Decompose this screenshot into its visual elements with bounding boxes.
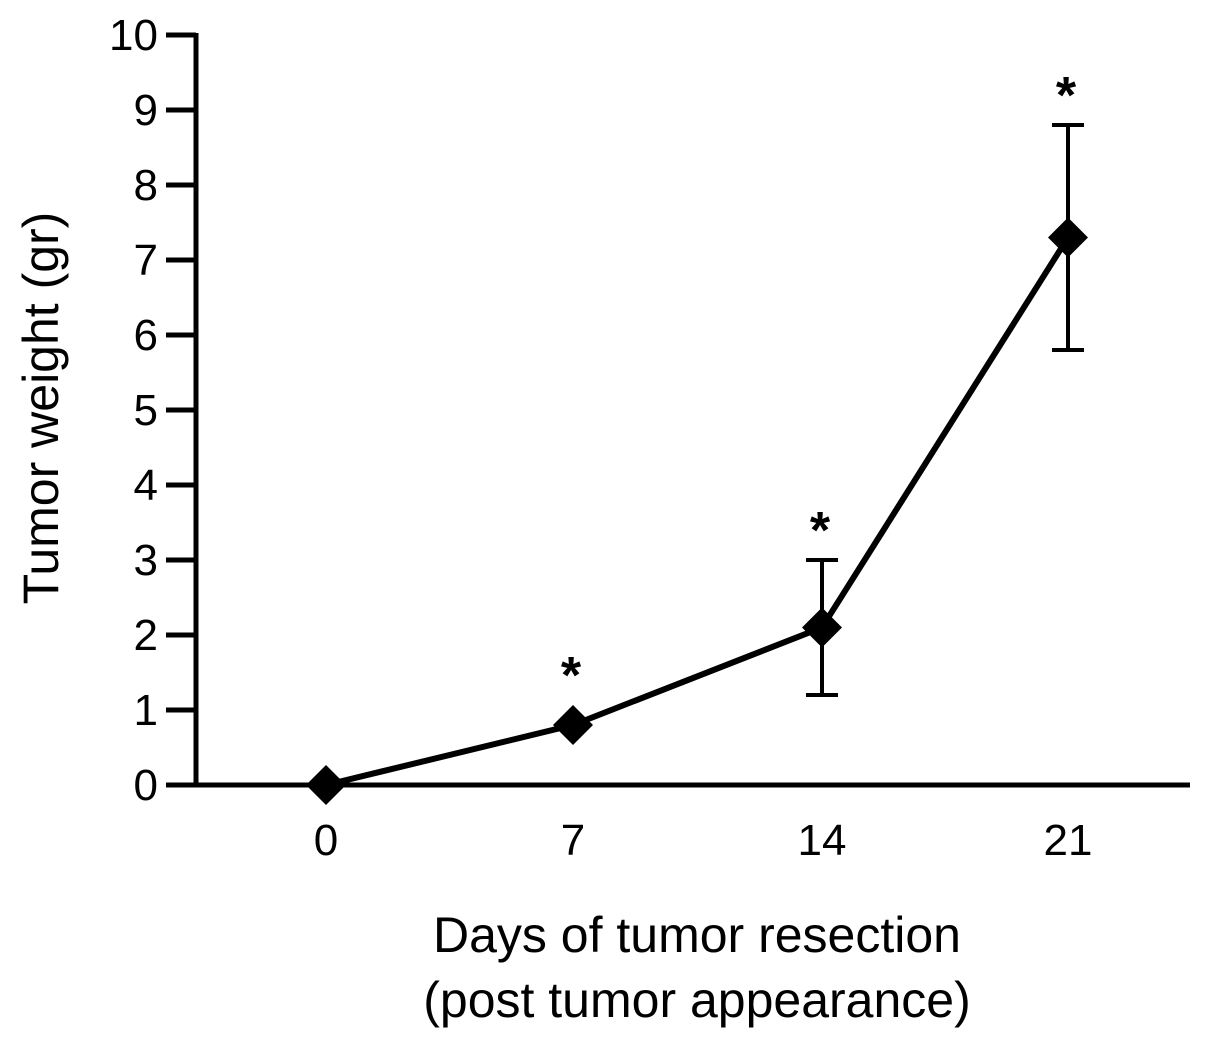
x-tick-label: 0 — [314, 816, 338, 865]
y-tick-label: 5 — [134, 386, 158, 435]
series-line — [325, 235, 1071, 788]
x-tick-label: 21 — [1044, 816, 1093, 865]
axes — [166, 33, 1190, 788]
y-tick-label: 9 — [134, 86, 158, 135]
data-series: * * * — [306, 67, 1088, 805]
y-tick-label: 8 — [134, 161, 158, 210]
significance-marker: * — [561, 647, 582, 705]
x-axis-title-line-2: (post tumor appearance) — [423, 972, 971, 1028]
x-axis-title-line-1: Days of tumor resection — [433, 907, 961, 963]
y-axis-ticks: 0 1 2 3 4 5 6 7 8 9 10 — [109, 11, 196, 810]
data-point-diamond — [1048, 217, 1088, 258]
y-tick-label: 1 — [134, 686, 158, 735]
data-point-diamond — [553, 705, 593, 745]
y-tick-label: 0 — [134, 761, 158, 810]
x-axis-ticks: 0 7 14 21 — [314, 816, 1093, 865]
x-tick-label: 14 — [798, 816, 847, 865]
y-tick-label: 10 — [109, 11, 158, 60]
data-point-diamond — [802, 607, 842, 648]
data-point-diamond — [306, 765, 346, 805]
y-tick-label: 7 — [134, 236, 158, 285]
significance-marker: * — [810, 502, 831, 560]
significance-marker: * — [1056, 67, 1077, 125]
x-tick-label: 7 — [561, 816, 585, 865]
y-tick-label: 6 — [134, 311, 158, 360]
y-tick-label: 2 — [134, 611, 158, 660]
y-tick-label: 3 — [134, 536, 158, 585]
y-axis-title: Tumor weight (gr) — [13, 212, 69, 605]
y-tick-label: 4 — [134, 461, 158, 510]
